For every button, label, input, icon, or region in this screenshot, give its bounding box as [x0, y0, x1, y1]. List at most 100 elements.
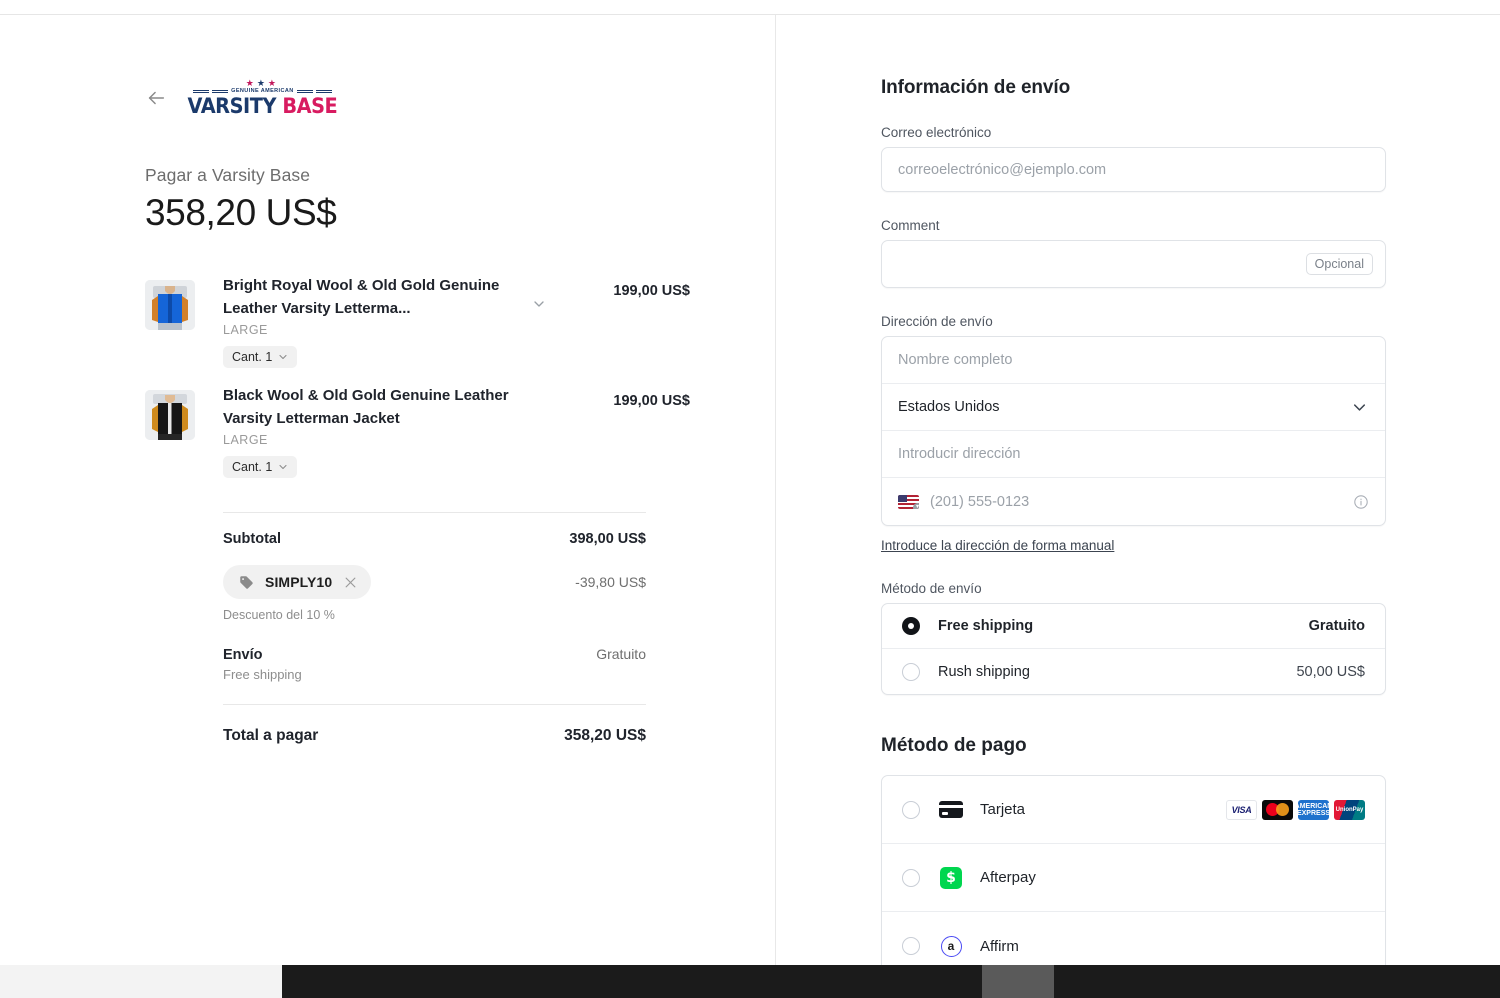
shipping-option-name: Free shipping: [938, 618, 1034, 634]
logo-subtitle-text: GENUINE AMERICAN: [231, 88, 294, 95]
email-placeholder: correoelectrónico@ejemplo.com: [898, 161, 1107, 178]
pay-amount: 358,20 US$: [145, 192, 337, 233]
checkout-form-panel: Información de envío Correo electrónico …: [777, 15, 1500, 965]
address-placeholder: Introducir dirección: [898, 446, 1021, 462]
brand-header: ★★★ GENUINE AMERICAN VARSITY BASE: [145, 75, 690, 121]
quantity-label: Cant. 1: [232, 459, 273, 474]
logo-stars-icon: ★★★: [245, 78, 279, 89]
country-select[interactable]: Estados Unidos: [882, 384, 1385, 431]
promo-code-text: SIMPLY10: [265, 574, 333, 590]
radio-icon[interactable]: [902, 868, 920, 887]
phone-placeholder: (201) 555-0123: [930, 493, 1030, 510]
back-arrow-icon[interactable]: [145, 87, 167, 109]
info-icon[interactable]: [1353, 494, 1369, 510]
product-variant: LARGE: [223, 432, 268, 447]
quantity-selector[interactable]: Cant. 1: [223, 455, 298, 478]
browser-bottom-bar: [0, 965, 1500, 998]
varsity-base-logo[interactable]: ★★★ GENUINE AMERICAN VARSITY BASE: [181, 79, 344, 117]
promo-row: SIMPLY10 -39,80 US$: [223, 565, 646, 599]
radio-icon[interactable]: [902, 800, 920, 819]
phone-field[interactable]: ▾ (201) 555-0123: [882, 478, 1385, 525]
order-summary-panel: ★★★ GENUINE AMERICAN VARSITY BASE Pagar …: [0, 15, 776, 965]
promo-code-chip[interactable]: SIMPLY10: [223, 565, 372, 599]
line-item: Black Wool & Old Gold Genuine Leather Va…: [145, 384, 690, 494]
quantity-selector[interactable]: Cant. 1: [223, 345, 298, 368]
total-value: 358,20 US$: [564, 727, 646, 744]
email-label: Correo electrónico: [881, 125, 992, 140]
chevron-down-icon: [1350, 398, 1369, 417]
chevron-down-icon[interactable]: [531, 296, 547, 317]
amex-icon: AMERICANEXPRESS: [1298, 799, 1329, 820]
shipping-method-name: Free shipping: [223, 667, 302, 682]
totals-section: Subtotal 398,00 US$ SIMPLY10 -39,80 US$: [223, 512, 646, 745]
promo-discount-amount: -39,80 US$: [575, 574, 646, 590]
manual-address-link[interactable]: Introduce la dirección de forma manual: [881, 538, 1115, 553]
chevron-down-icon: [279, 354, 287, 359]
shipping-row: Envío Free shipping Gratuito: [223, 646, 646, 682]
radio-icon[interactable]: [902, 617, 920, 635]
email-field[interactable]: correoelectrónico@ejemplo.com: [881, 147, 1386, 192]
email-field-group: Correo electrónico correoelectrónico@eje…: [881, 125, 1386, 192]
shipping-option-rush[interactable]: Rush shipping 50,00 US$: [882, 649, 1385, 694]
address-field-group: Dirección de envío Nombre completo Estad…: [881, 314, 1386, 555]
visa-icon: VISA: [1226, 799, 1257, 820]
product-title: Bright Royal Wool & Old Gold Genuine Lea…: [223, 277, 500, 318]
shipping-option-price: Gratuito: [1308, 618, 1365, 634]
comment-label: Comment: [881, 218, 940, 233]
full-name-field[interactable]: Nombre completo: [882, 337, 1385, 384]
address-line-field[interactable]: Introducir dirección: [882, 431, 1385, 478]
radio-icon[interactable]: [902, 662, 920, 681]
pay-to-label: Pagar a Varsity Base: [145, 165, 311, 185]
total-divider: [223, 704, 646, 705]
product-thumbnail: [145, 280, 195, 330]
unionpay-icon: UnionPay: [1334, 799, 1365, 820]
product-variant: LARGE: [223, 322, 268, 337]
payment-options-group: Tarjeta VISA AMERICANEXPRESS UnionPay $ …: [881, 775, 1386, 965]
top-divider: [0, 14, 1500, 15]
payment-option-name: Afterpay: [980, 869, 1036, 886]
total-label: Total a pagar: [223, 727, 319, 744]
subtotal-row: Subtotal 398,00 US$: [223, 531, 646, 547]
affirm-icon: a: [938, 935, 964, 957]
line-item: Bright Royal Wool & Old Gold Genuine Lea…: [145, 274, 690, 384]
address-label: Dirección de envío: [881, 314, 993, 329]
credit-card-icon: [938, 801, 964, 818]
quantity-label: Cant. 1: [232, 349, 273, 364]
comment-field[interactable]: Opcional: [881, 240, 1386, 288]
product-price: 199,00 US$: [613, 393, 690, 409]
mastercard-icon: [1262, 799, 1293, 820]
shipping-option-price: 50,00 US$: [1296, 663, 1365, 680]
payment-option-name: Affirm: [980, 937, 1019, 955]
payment-option-name: Tarjeta: [980, 801, 1026, 818]
remove-promo-icon[interactable]: [343, 575, 358, 590]
shipping-option-name: Rush shipping: [938, 663, 1030, 680]
country-value: Estados Unidos: [898, 399, 1000, 415]
comment-field-group: Comment Opcional: [881, 218, 1386, 288]
horizontal-scrollbar-track[interactable]: [282, 965, 1500, 998]
shipping-value: Gratuito: [596, 646, 646, 662]
subtotal-value: 398,00 US$: [569, 531, 646, 547]
payment-option-card[interactable]: Tarjeta VISA AMERICANEXPRESS UnionPay: [882, 776, 1385, 844]
product-price: 199,00 US$: [613, 283, 690, 299]
chevron-down-icon: [279, 464, 287, 469]
subtotal-label: Subtotal: [223, 531, 281, 547]
total-row: Total a pagar 358,20 US$: [223, 727, 646, 745]
product-thumbnail: [145, 390, 195, 440]
afterpay-icon: $: [938, 866, 964, 889]
tag-icon: [239, 575, 254, 590]
shipping-info-title: Información de envío: [881, 77, 1071, 98]
shipping-label: Envío: [223, 647, 263, 663]
radio-icon[interactable]: [902, 937, 920, 955]
shipping-method-label: Método de envío: [881, 581, 982, 596]
payment-option-afterpay[interactable]: $ Afterpay: [882, 844, 1385, 912]
line-items-list: Bright Royal Wool & Old Gold Genuine Lea…: [145, 274, 690, 494]
product-title: Black Wool & Old Gold Genuine Leather Va…: [223, 387, 509, 428]
us-flag-icon[interactable]: ▾: [898, 494, 919, 509]
logo-word-varsity: VARSITY: [187, 93, 277, 118]
horizontal-scrollbar-thumb[interactable]: [982, 965, 1054, 998]
shipping-option-free[interactable]: Free shipping Gratuito: [882, 604, 1385, 649]
shipping-method-group: Método de envío Free shipping Gratuito R…: [881, 581, 1386, 695]
payment-option-affirm[interactable]: a Affirm: [882, 912, 1385, 965]
optional-badge: Opcional: [1305, 253, 1373, 275]
